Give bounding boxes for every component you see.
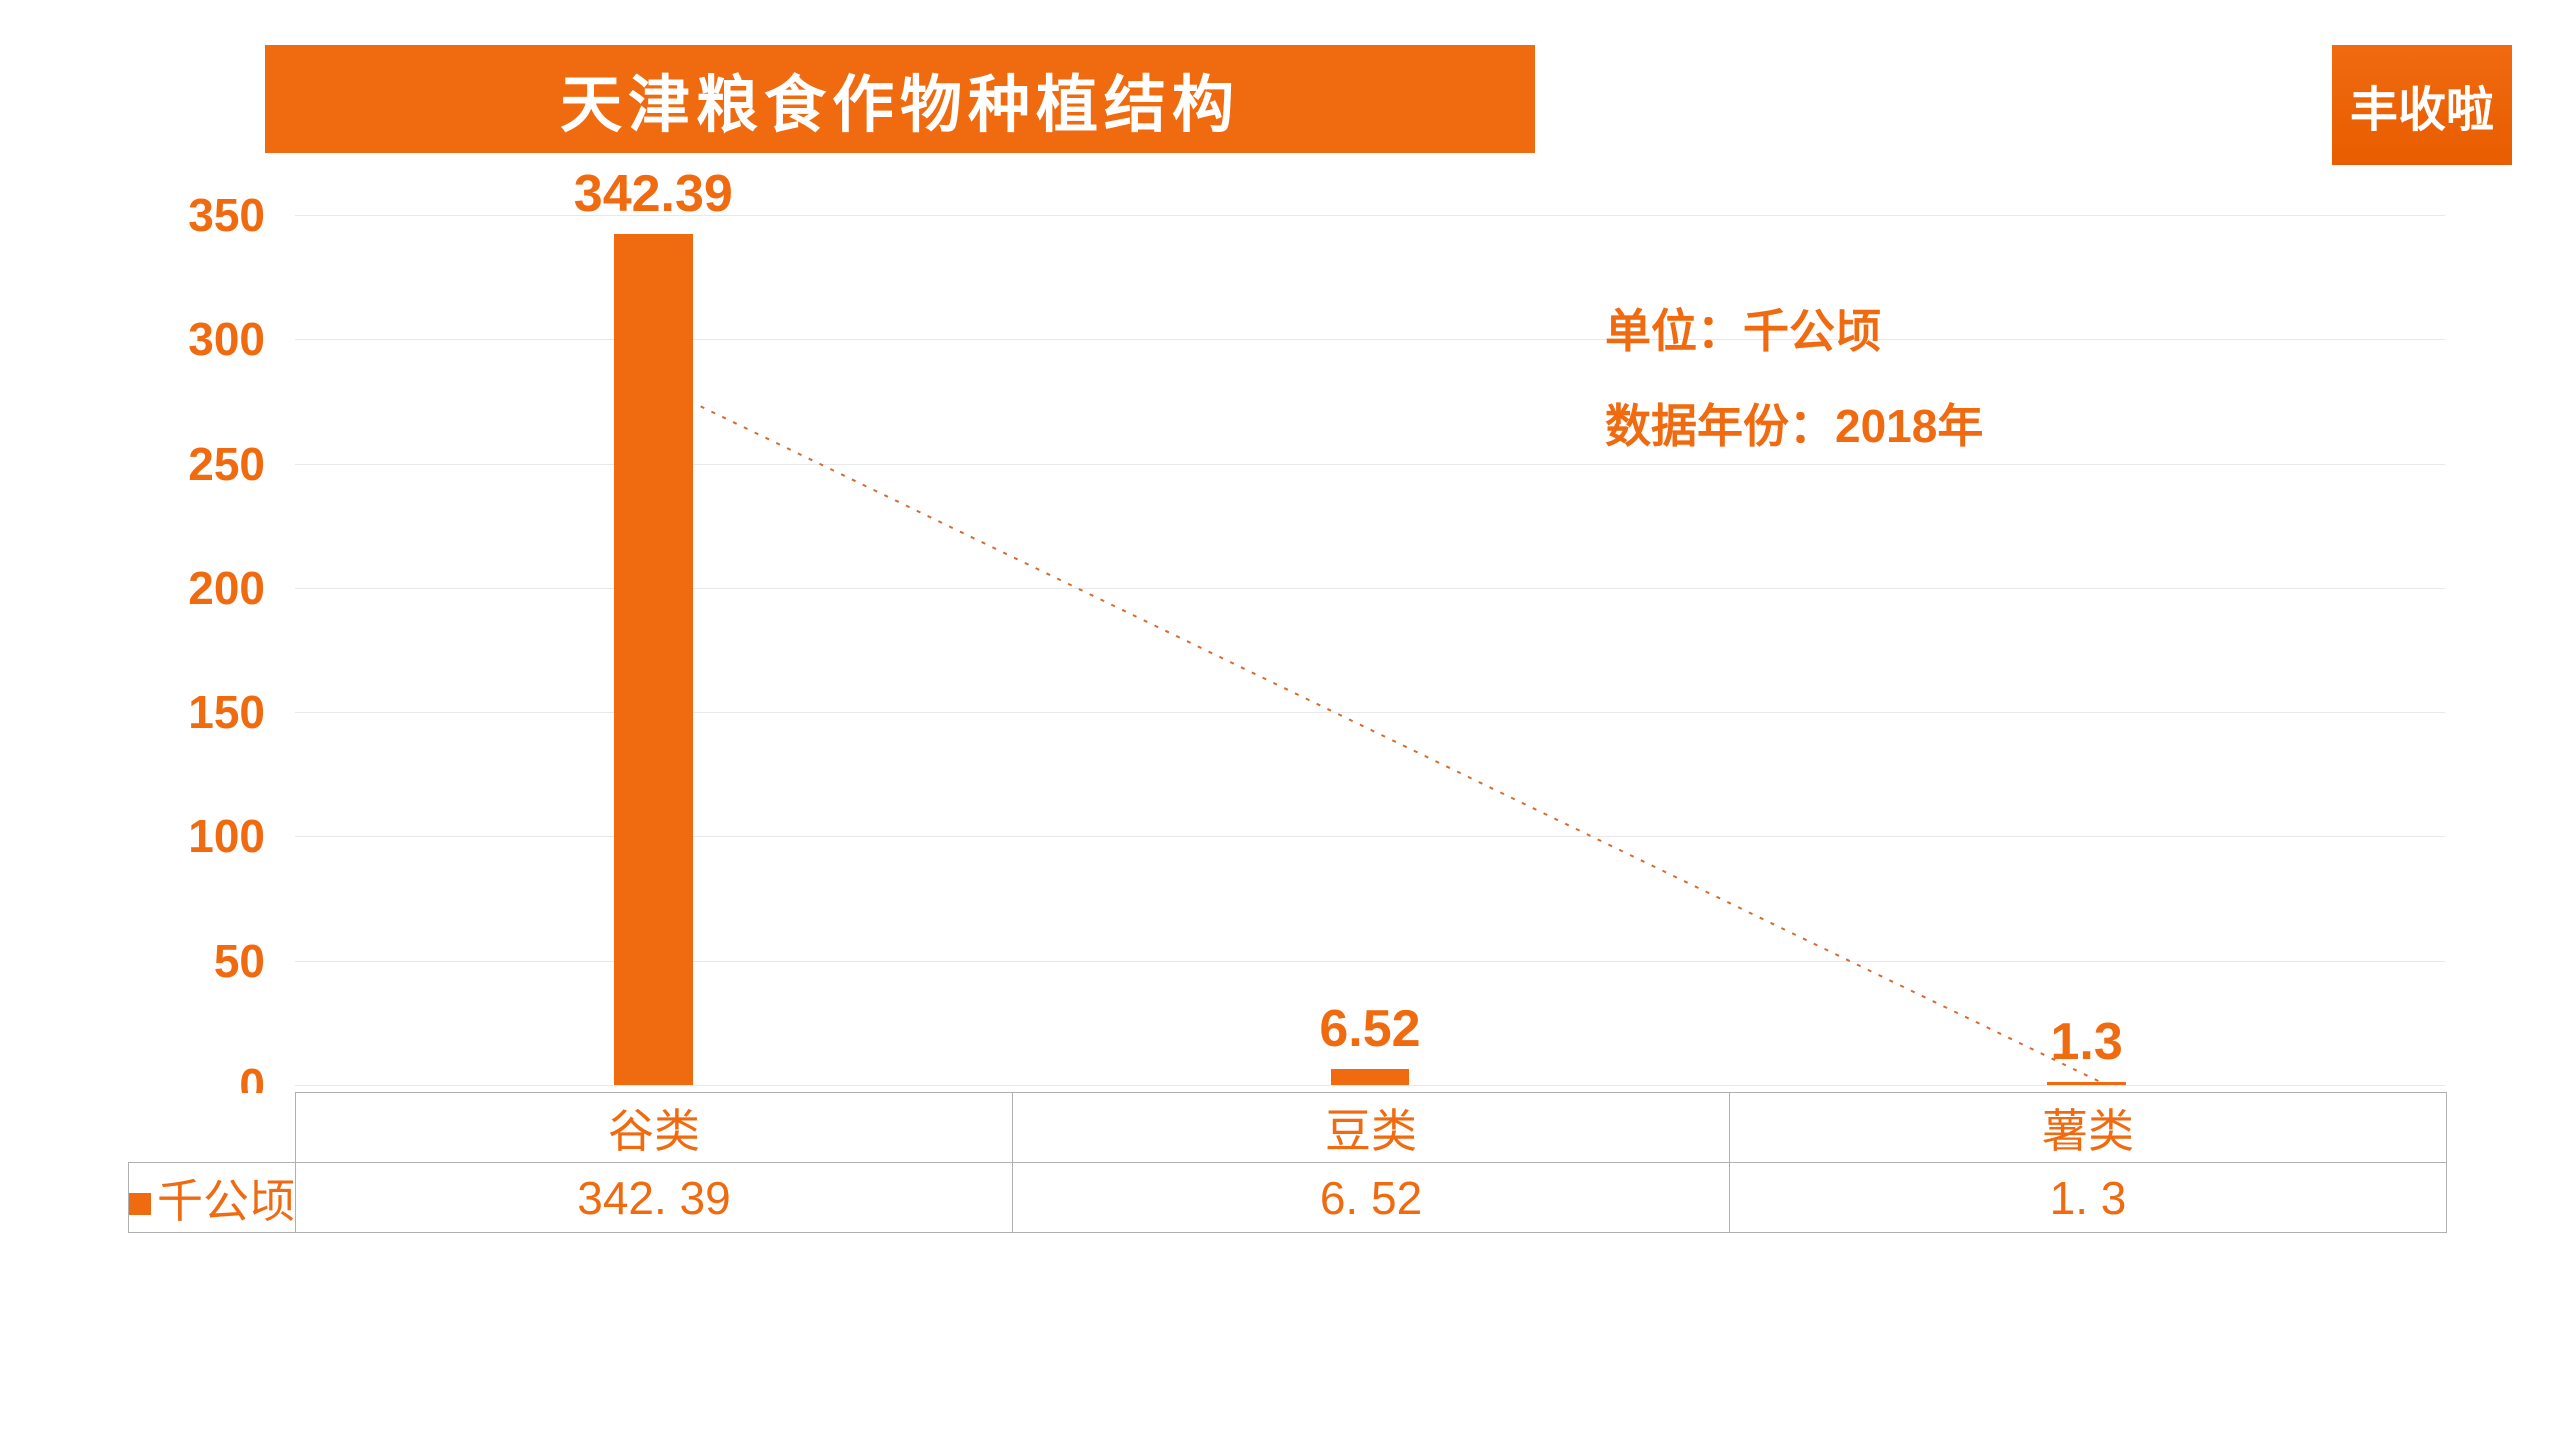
chart-title: 天津粮食作物种植结构 xyxy=(265,45,1535,153)
brand-logo-text: 丰收啦 xyxy=(2350,70,2494,140)
bar xyxy=(614,234,693,1085)
bar xyxy=(1331,1069,1410,1085)
brand-logo: 丰收啦 xyxy=(2332,45,2512,165)
y-tick-label: 50 xyxy=(115,934,265,988)
table-value-cell: 342. 39 xyxy=(296,1163,1013,1233)
bar-value-label: 1.3 xyxy=(1887,1012,2287,1072)
bar xyxy=(2047,1082,2126,1085)
legend-marker-icon xyxy=(129,1193,151,1215)
y-tick-label: 200 xyxy=(115,561,265,615)
y-tick-label: 100 xyxy=(115,809,265,863)
unit-label: 单位：千公顷 xyxy=(1605,295,1881,361)
data-table: 谷类豆类薯类千公顷342. 396. 521. 3 xyxy=(128,1092,2447,1233)
table-header-cell: 豆类 xyxy=(1013,1093,1730,1163)
table-value-cell: 6. 52 xyxy=(1013,1163,1730,1233)
table-legend-cell: 千公顷 xyxy=(129,1163,296,1233)
y-tick-label: 250 xyxy=(115,437,265,491)
chart-title-text: 天津粮食作物种植结构 xyxy=(560,54,1240,144)
bar-value-label: 342.39 xyxy=(453,164,853,224)
chart-plot-area: 050100150200250300350342.396.521.3 xyxy=(295,215,2445,1085)
legend-label: 千公顷 xyxy=(157,1175,295,1227)
y-tick-label: 150 xyxy=(115,685,265,739)
gridline xyxy=(295,1085,2445,1086)
y-tick-label: 300 xyxy=(115,312,265,366)
table-header-cell: 谷类 xyxy=(296,1093,1013,1163)
table-header-cell: 薯类 xyxy=(1730,1093,2447,1163)
y-tick-label: 350 xyxy=(115,188,265,242)
table-corner-cell xyxy=(129,1093,296,1163)
table-value-cell: 1. 3 xyxy=(1730,1163,2447,1233)
year-label: 数据年份：2018年 xyxy=(1605,390,1983,456)
bar-value-label: 6.52 xyxy=(1170,999,1570,1059)
